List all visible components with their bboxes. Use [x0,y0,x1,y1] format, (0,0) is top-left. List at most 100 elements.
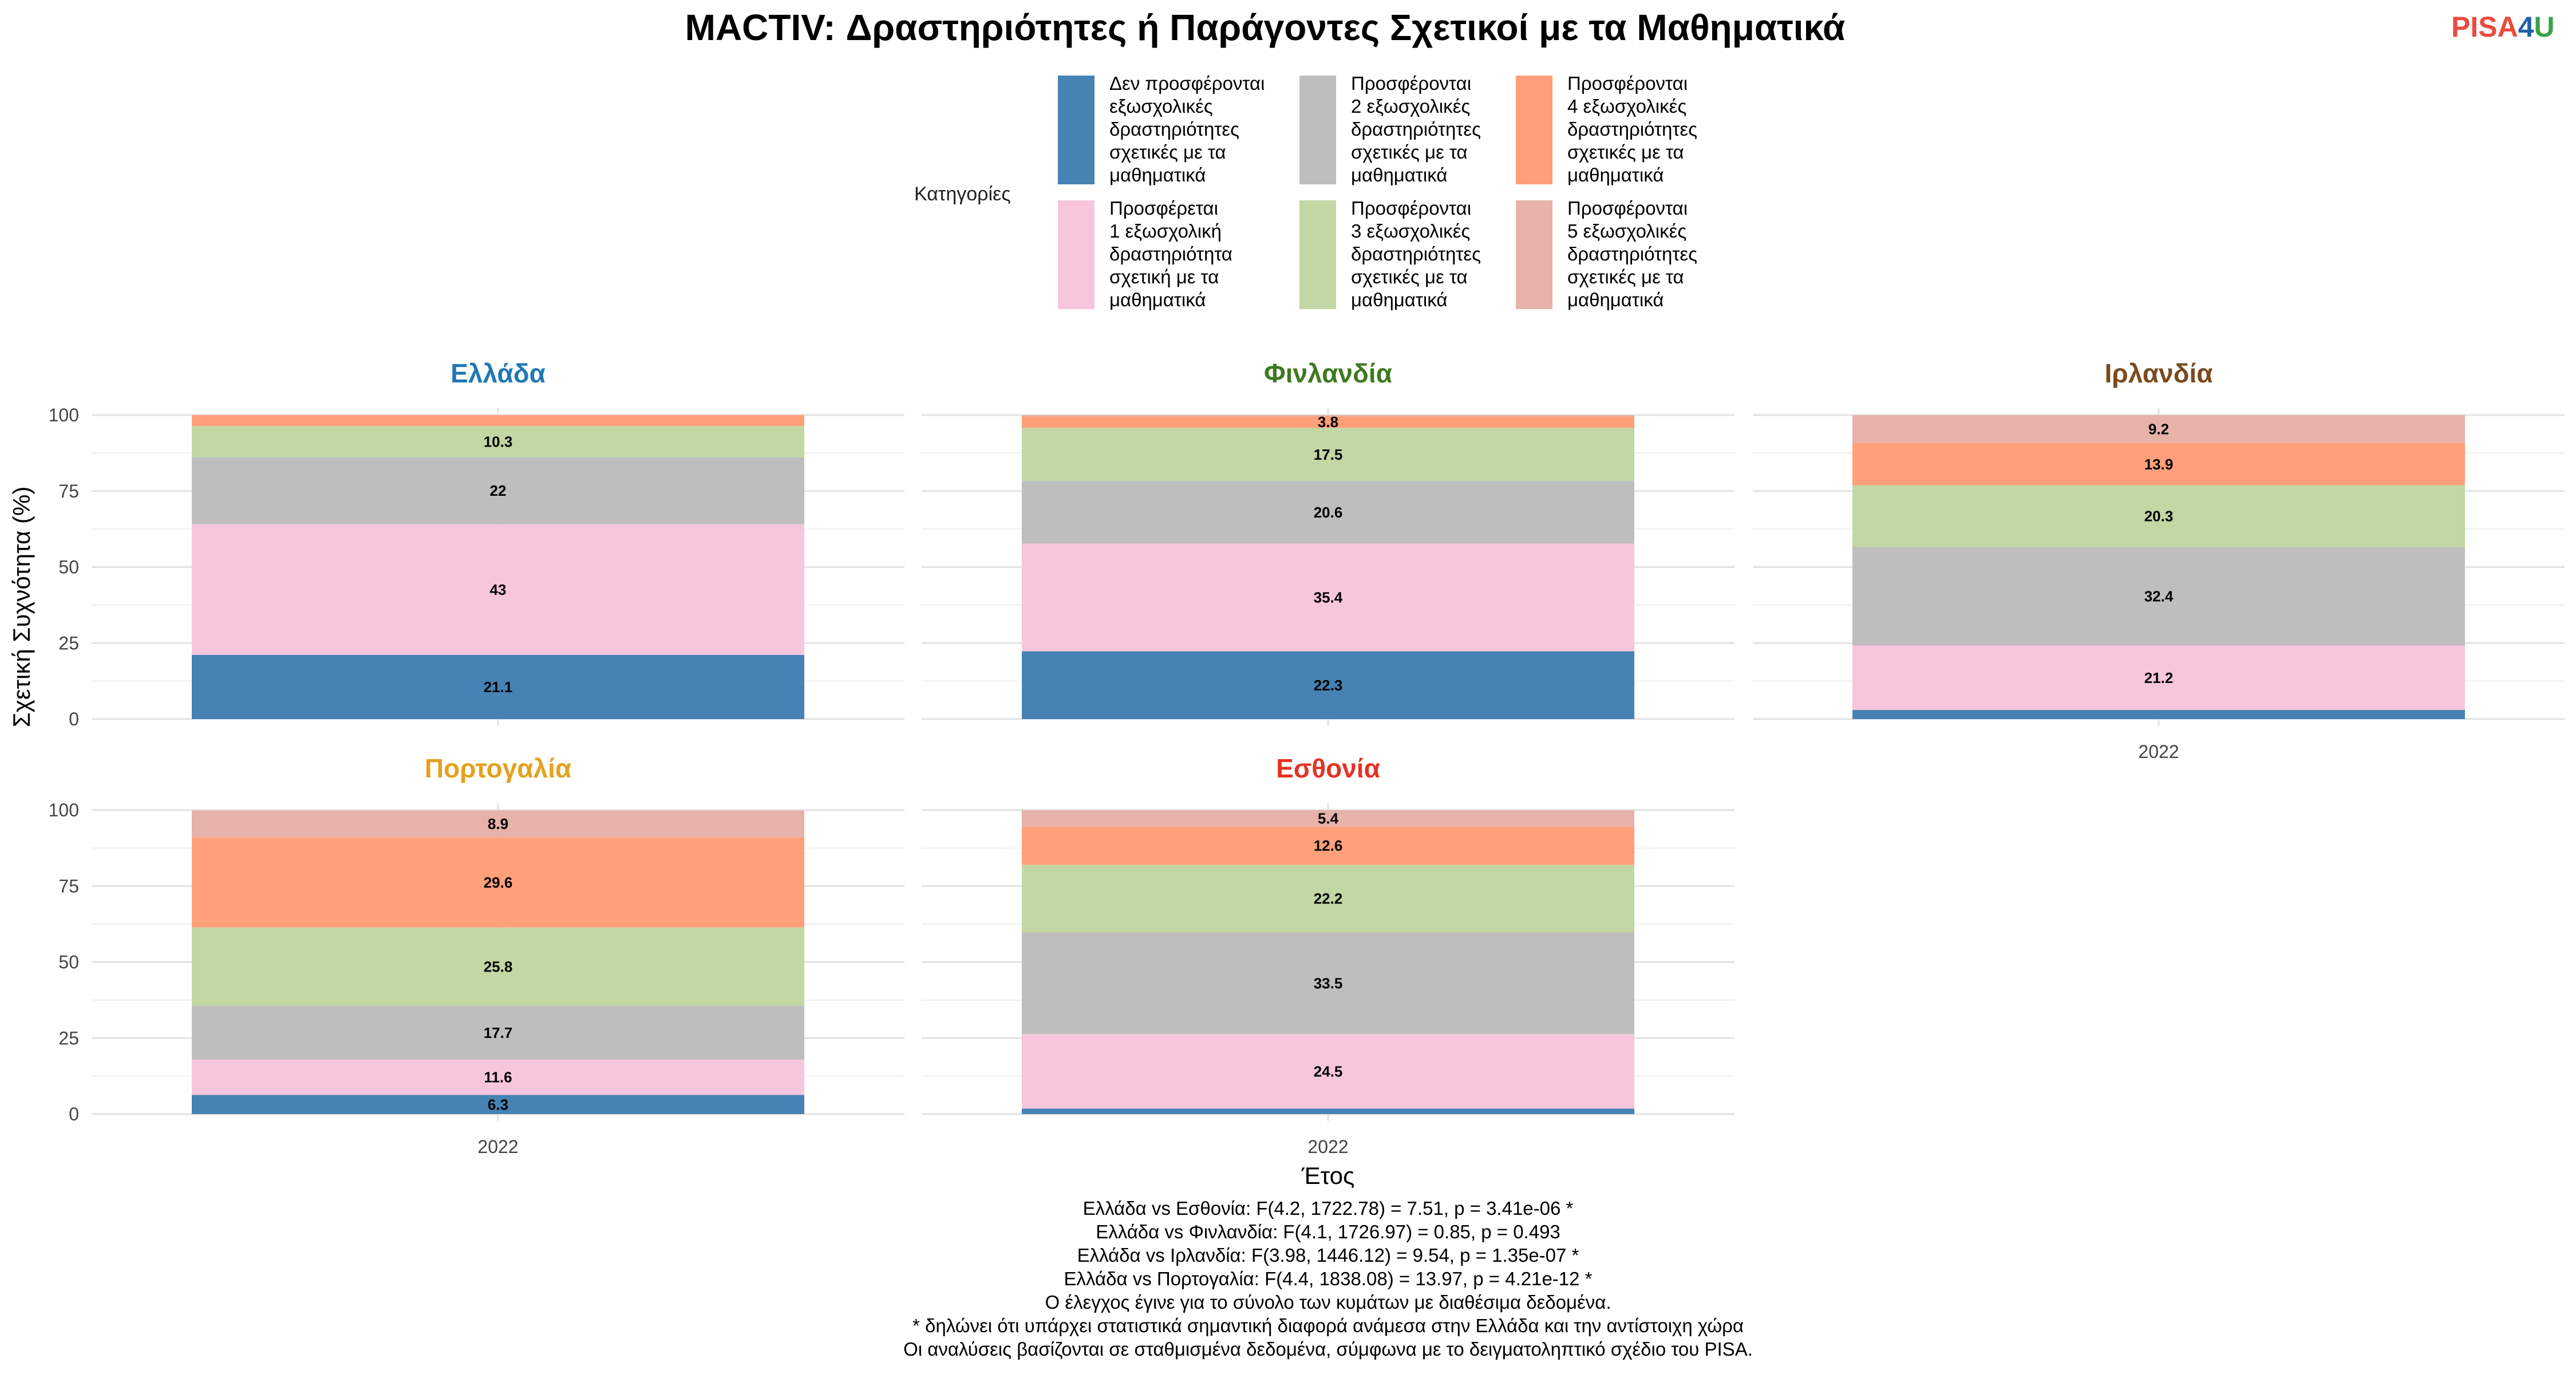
legend-swatch-3 [1299,76,1336,184]
facet-3: Ιρλανδία 21.2 32.4 20.3 13.9 9.2 2022 [1753,358,2565,762]
y-axis-title: Σχετική Συχνότητα (%) [8,487,35,728]
legend: Κατηγορίες Δεν προσφέρονται εξωσχολικές δρα… [914,73,1697,310]
data-label: 32.4 [2144,587,2174,605]
footnote-line-4: Ελλάδα vs Πορτογαλία: F(4.4, 1838.08) = … [1064,1268,1592,1289]
legend-label-5: Προσφέρονται 4 εξωσχολικές δραστηριότητες σ… [1567,73,1697,185]
facet-panels: 0 25 50 75 100 Ελλάδα 21.1 43 22 10.3 Φινλανδία 22.… [49,358,2565,1157]
legend-label-1: Δεν προσφέρονται εξωσχολικές δραστηριότητε… [1109,73,1265,185]
facet-title-4: Πορτογαλία [425,753,571,783]
facet-title-5: Εσθονία [1276,753,1380,783]
bar-segment-1 [1022,1108,1634,1114]
data-label: 24.5 [1314,1063,1343,1080]
bar-segment-6 [1852,415,2465,443]
legend-swatch-6 [1516,200,1552,309]
data-label: 22.3 [1314,677,1343,694]
footnote-line-2: Ελλάδα vs Φινλανδία: F(4.1, 1726.97) = 0… [1096,1221,1560,1242]
data-label: 25.8 [484,958,513,975]
bar-segment-3 [192,457,804,524]
data-label: 22.2 [1314,890,1343,907]
data-label: 10.3 [484,433,513,450]
bar-segment-3 [1022,932,1634,1035]
y-tick-label: 0 [69,1104,79,1124]
facet-2: Φινλανδία 22.3 35.4 20.6 17.5 3.8 [922,358,1735,726]
legend-swatch-1 [1058,76,1095,184]
pisa4u-logo: PISA4U [2451,11,2555,43]
facet-4: 0 25 50 75 100 Πορτογαλία 6.3 11.6 17.7 25.8 29.6 8… [49,753,904,1157]
footnote-line-6: * δηλώνει ότι υπάρχει στατιστικά σημαντι… [912,1315,1744,1336]
bar-segment-6 [192,810,804,838]
legend-label-3: Προσφέρονται 2 εξωσχολικές δραστηριότητες σ… [1351,73,1481,185]
facet-title-3: Ιρλανδία [2104,358,2212,388]
data-label: 22 [490,482,507,499]
facet-title-2: Φινλανδία [1264,358,1392,388]
legend-swatch-2 [1058,200,1095,309]
bar-segment-3 [1022,481,1634,544]
data-label: 17.7 [484,1024,513,1041]
facet-title-1: Ελλάδα [451,358,546,388]
bar-segment-3 [1852,547,2465,646]
legend-label-6: Προσφέρονται 5 εξωσχολικές δραστηριότητες σ… [1567,198,1697,310]
legend-swatch-5 [1516,76,1552,184]
data-label: 17.5 [1314,446,1343,463]
data-label: 12.6 [1314,837,1343,854]
y-tick-label: 25 [58,633,79,653]
bar-segment-4 [1022,428,1634,481]
logo-part-pisa: PISA [2451,11,2518,43]
bar-segment-5 [1022,826,1634,865]
bar-segment-1 [192,654,804,719]
bar-segment-1 [1022,651,1634,719]
bar-segment-2 [192,1059,804,1095]
bar-segment-5 [1852,443,2465,485]
data-label: 9.2 [2148,420,2169,437]
y-tick-label: 100 [49,800,79,820]
bar-segment-2 [1852,645,2465,710]
bar-segment-1 [1852,710,2465,719]
y-tick-label: 0 [69,709,79,729]
data-label: 8.9 [488,815,508,832]
x-tick-label: 2022 [1307,1136,1348,1157]
data-label: 20.3 [2144,508,2174,525]
logo-part-4: 4 [2518,11,2534,43]
legend-label-4: Προσφέρονται 3 εξωσχολικές δραστηριότητες σ… [1351,198,1481,310]
facet-1: 0 25 50 75 100 Ελλάδα 21.1 43 22 10.3 [49,358,904,729]
data-label: 33.5 [1314,974,1343,992]
data-label: 35.4 [1314,589,1343,606]
bar-segment-6 [1022,415,1634,417]
bar-segment-4 [1852,485,2465,547]
footnote-line-1: Ελλάδα vs Εσθονία: F(4.2, 1722.78) = 7.5… [1083,1198,1574,1219]
legend-swatch-4 [1299,200,1336,309]
y-tick-label: 75 [58,481,79,502]
x-tick-label: 2022 [477,1136,518,1157]
logo-part-u: U [2534,11,2555,43]
footnote-line-5: Ο έλεγχος έγινε για το σύνολο των κυμάτω… [1045,1292,1611,1313]
y-tick-label: 50 [58,557,79,578]
bar-segment-3 [192,1005,804,1060]
y-tick-label: 75 [58,876,79,897]
chart-title: MACTIV: Δραστηριότητες ή Παράγοντες Σχετ… [685,7,1846,48]
data-label: 21.2 [2144,669,2174,686]
bar-segment-4 [192,426,804,457]
y-tick-label: 50 [58,952,79,973]
bar-segment-1 [192,1095,804,1114]
data-label: 3.8 [1318,413,1338,431]
bar-segment-2 [1022,543,1634,652]
x-tick-label: 2022 [2138,741,2179,762]
data-label: 43 [490,581,507,598]
y-tick-label: 100 [49,405,79,425]
data-label: 29.6 [484,874,513,891]
footnotes: Ελλάδα vs Εσθονία: F(4.2, 1722.78) = 7.5… [903,1198,1753,1360]
bar-segment-4 [1022,864,1634,933]
bar-segment-5 [1022,416,1634,428]
bar-segment-2 [1022,1034,1634,1109]
data-label: 5.4 [1318,810,1339,827]
data-label: 20.6 [1314,504,1343,521]
bar-segment-5 [192,837,804,927]
data-label: 11.6 [484,1069,512,1086]
data-label: 13.9 [2144,456,2174,473]
x-axis-title: Έτος [1301,1162,1355,1189]
y-tick-label: 25 [58,1028,79,1048]
data-label: 6.3 [488,1096,508,1113]
legend-label-2: Προσφέρεται 1 εξωσχολική δραστηριότητα σχετ… [1109,198,1232,310]
bar-segment-4 [192,927,804,1006]
